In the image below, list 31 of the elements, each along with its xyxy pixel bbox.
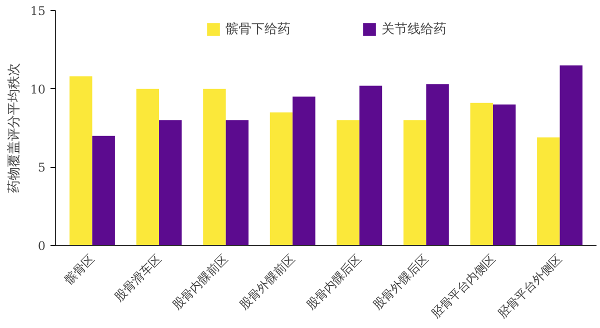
x-tick-label: 股骨外髁前区 xyxy=(236,252,298,312)
y-tick-label: 5 xyxy=(38,160,46,175)
bar xyxy=(470,102,493,246)
bar xyxy=(92,136,115,246)
x-tick-label: 髌骨区 xyxy=(62,252,98,287)
y-axis-title: 药物覆盖评分平均秩次 xyxy=(6,63,22,193)
bar xyxy=(492,104,516,246)
x-tick-label: 股骨滑车区 xyxy=(112,252,164,304)
bar xyxy=(159,120,182,246)
y-tick-label: 0 xyxy=(38,239,46,253)
bar xyxy=(336,120,360,246)
y-tick-label: 15 xyxy=(30,4,46,18)
x-tick-label: 股骨内髁前区 xyxy=(170,252,231,312)
bar xyxy=(70,76,92,246)
bar xyxy=(537,137,560,246)
x-tick-label: 股骨外髁后区 xyxy=(370,252,432,312)
bar xyxy=(426,84,449,246)
bar xyxy=(403,120,426,246)
bar xyxy=(292,96,316,246)
x-tick-label: 股骨内髁后区 xyxy=(304,252,364,312)
legend-label: 关节线给药 xyxy=(382,21,446,38)
x-tick-label: 胫骨平台外侧区 xyxy=(495,252,565,321)
y-tick-label: 10 xyxy=(30,82,46,96)
legend-label: 髌骨下给药 xyxy=(226,21,290,38)
bar xyxy=(560,65,582,246)
bar xyxy=(203,88,226,246)
bar xyxy=(136,88,160,246)
bar xyxy=(359,86,382,246)
bar xyxy=(270,112,293,246)
x-tick-label: 胫骨平台内侧区 xyxy=(428,252,498,321)
bar xyxy=(226,120,249,246)
